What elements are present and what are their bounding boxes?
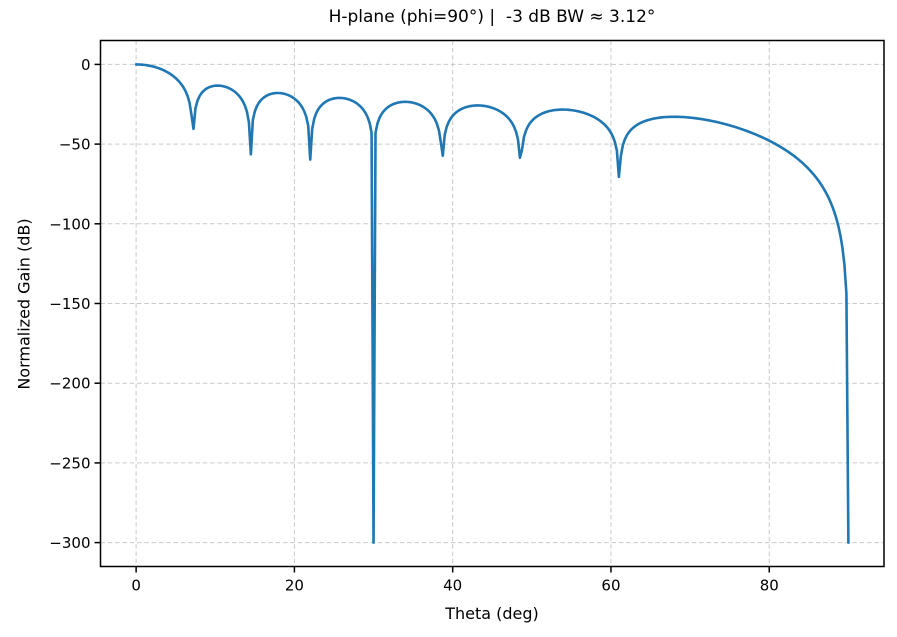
x-tick-label: 80 (760, 577, 779, 595)
x-tick-label: 40 (443, 577, 462, 595)
y-tick-label: −300 (49, 534, 90, 552)
x-axis-label: Theta (deg) (445, 604, 539, 623)
y-tick-label: 0 (81, 56, 91, 74)
x-tick-label: 0 (131, 577, 141, 595)
y-axis-label: Normalized Gain (dB) (14, 218, 34, 390)
x-tick-label: 20 (285, 577, 304, 595)
y-tick-label: −150 (49, 295, 90, 313)
y-tick-label: −250 (49, 454, 90, 472)
x-tick-label: 60 (601, 577, 620, 595)
gain-curve (134, 63, 850, 544)
y-tick-label: −50 (59, 136, 91, 154)
chart-title: H-plane (phi=90°) | -3 dB BW ≈ 3.12° (328, 7, 656, 27)
y-tick-label: −100 (49, 215, 90, 233)
y-tick-label: −200 (49, 375, 90, 393)
